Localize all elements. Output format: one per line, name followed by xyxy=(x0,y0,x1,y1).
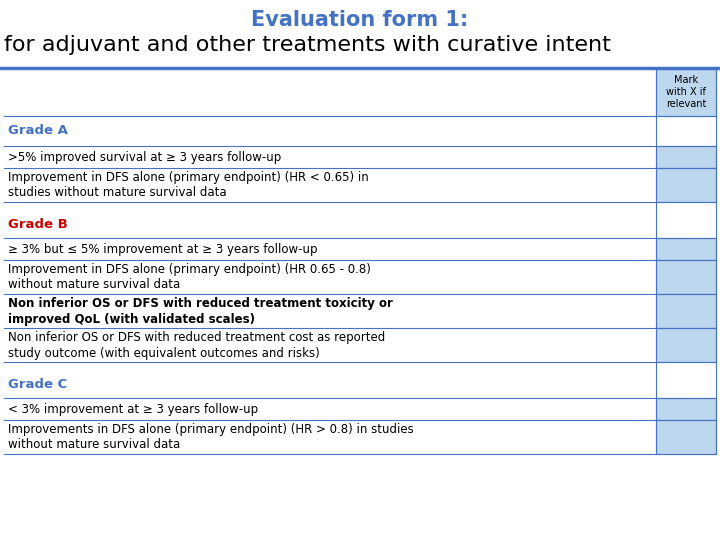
Text: >5% improved survival at ≥ 3 years follow-up: >5% improved survival at ≥ 3 years follo… xyxy=(8,151,282,164)
FancyBboxPatch shape xyxy=(656,420,716,454)
Text: Grade A: Grade A xyxy=(8,125,68,138)
Text: Evaluation form 1:: Evaluation form 1: xyxy=(251,10,469,30)
FancyBboxPatch shape xyxy=(656,168,716,202)
Text: ≥ 3% but ≤ 5% improvement at ≥ 3 years follow-up: ≥ 3% but ≤ 5% improvement at ≥ 3 years f… xyxy=(8,242,318,255)
Text: Non inferior OS or DFS with reduced treatment cost as reported
study outcome (wi: Non inferior OS or DFS with reduced trea… xyxy=(8,330,385,360)
Text: Mark
with X if
relevant: Mark with X if relevant xyxy=(666,76,706,109)
Text: Grade B: Grade B xyxy=(8,218,68,231)
FancyBboxPatch shape xyxy=(656,260,716,294)
Text: Improvement in DFS alone (primary endpoint) (HR 0.65 - 0.8)
without mature survi: Improvement in DFS alone (primary endpoi… xyxy=(8,262,371,292)
Text: Improvement in DFS alone (primary endpoint) (HR < 0.65) in
studies without matur: Improvement in DFS alone (primary endpoi… xyxy=(8,171,369,199)
FancyBboxPatch shape xyxy=(656,238,716,260)
FancyBboxPatch shape xyxy=(656,294,716,328)
Text: for adjuvant and other treatments with curative intent: for adjuvant and other treatments with c… xyxy=(4,35,611,55)
Text: Grade C: Grade C xyxy=(8,377,67,390)
FancyBboxPatch shape xyxy=(656,328,716,362)
Text: < 3% improvement at ≥ 3 years follow-up: < 3% improvement at ≥ 3 years follow-up xyxy=(8,402,258,415)
FancyBboxPatch shape xyxy=(656,68,716,116)
Text: Non inferior OS or DFS with reduced treatment toxicity or
improved QoL (with val: Non inferior OS or DFS with reduced trea… xyxy=(8,296,393,326)
Text: Improvements in DFS alone (primary endpoint) (HR > 0.8) in studies
without matur: Improvements in DFS alone (primary endpo… xyxy=(8,422,414,451)
FancyBboxPatch shape xyxy=(656,146,716,168)
FancyBboxPatch shape xyxy=(656,398,716,420)
